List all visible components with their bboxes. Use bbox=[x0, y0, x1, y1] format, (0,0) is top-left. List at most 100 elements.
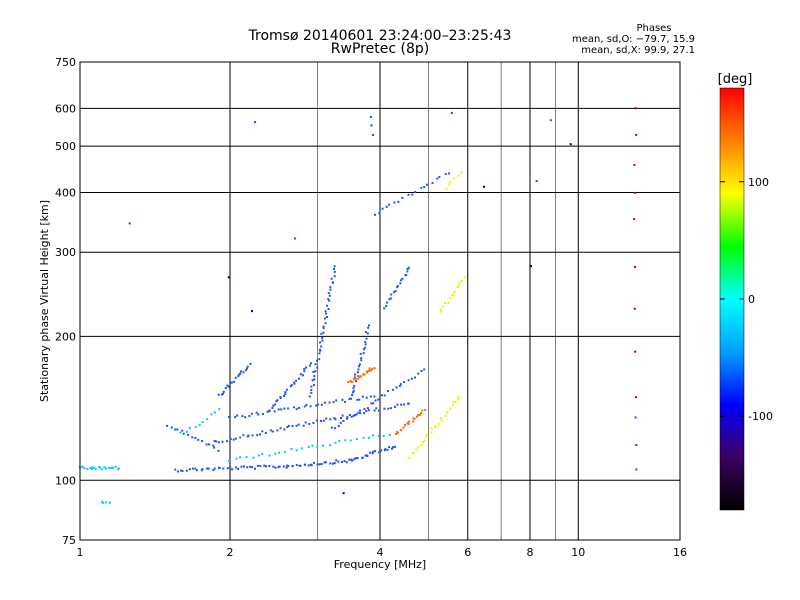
data-point bbox=[273, 410, 276, 413]
data-point bbox=[262, 413, 265, 415]
data-point bbox=[207, 467, 210, 470]
data-point bbox=[210, 413, 213, 416]
data-point bbox=[299, 373, 302, 376]
y-tick-label: 750 bbox=[55, 56, 76, 69]
data-point bbox=[362, 436, 365, 439]
data-point bbox=[304, 421, 307, 424]
data-point bbox=[266, 410, 269, 413]
data-point bbox=[320, 345, 323, 348]
data-point bbox=[94, 468, 97, 471]
data-point bbox=[352, 387, 355, 390]
data-point bbox=[291, 465, 294, 467]
data-point bbox=[308, 364, 311, 367]
data-point bbox=[449, 181, 452, 184]
data-point bbox=[333, 268, 335, 271]
data-point bbox=[439, 310, 442, 313]
data-point bbox=[310, 391, 313, 394]
data-point bbox=[451, 294, 454, 296]
data-point bbox=[101, 500, 104, 503]
data-point bbox=[420, 444, 423, 446]
y-axis-label: Stationary phase Virtual Height [km] bbox=[38, 200, 51, 402]
data-point bbox=[635, 444, 638, 446]
data-point bbox=[245, 456, 248, 459]
data-point bbox=[252, 456, 255, 459]
data-point bbox=[274, 466, 277, 469]
data-point bbox=[447, 301, 450, 304]
data-point bbox=[320, 332, 323, 335]
data-point bbox=[440, 417, 443, 420]
data-point bbox=[371, 452, 374, 455]
data-point bbox=[453, 290, 456, 293]
data-point bbox=[314, 363, 317, 366]
data-point bbox=[363, 346, 366, 349]
data-point bbox=[378, 409, 380, 412]
data-point bbox=[254, 467, 256, 470]
data-point bbox=[316, 359, 318, 362]
x-tick-label: 6 bbox=[464, 546, 471, 559]
data-point bbox=[279, 427, 282, 430]
data-point bbox=[330, 277, 333, 280]
data-point bbox=[227, 415, 230, 418]
data-point bbox=[305, 366, 308, 369]
data-point bbox=[353, 457, 356, 460]
data-point bbox=[373, 367, 376, 370]
data-point bbox=[360, 375, 362, 378]
data-point bbox=[341, 460, 343, 463]
y-tick-label: 100 bbox=[55, 474, 76, 487]
data-point bbox=[415, 448, 418, 451]
data-point bbox=[179, 431, 182, 434]
data-point bbox=[634, 107, 637, 110]
data-point bbox=[375, 407, 378, 410]
data-point bbox=[310, 385, 313, 388]
data-point bbox=[310, 362, 312, 365]
data-point bbox=[326, 304, 328, 307]
data-point bbox=[315, 404, 318, 407]
data-point bbox=[350, 415, 353, 418]
data-point bbox=[421, 409, 424, 412]
data-point bbox=[349, 380, 352, 383]
data-point bbox=[393, 201, 396, 204]
data-point bbox=[397, 200, 400, 203]
data-point bbox=[234, 437, 237, 440]
data-point bbox=[268, 465, 271, 467]
data-point bbox=[236, 414, 239, 417]
data-point bbox=[285, 466, 288, 469]
data-point bbox=[340, 417, 342, 419]
data-point bbox=[301, 447, 304, 450]
data-point bbox=[446, 410, 449, 413]
data-point bbox=[333, 275, 336, 278]
y-tick-label: 600 bbox=[55, 102, 76, 115]
x-tick-label: 16 bbox=[673, 546, 687, 559]
data-point bbox=[271, 406, 274, 409]
data-point bbox=[315, 419, 318, 422]
data-point bbox=[235, 457, 238, 460]
data-point bbox=[311, 379, 314, 382]
data-point bbox=[93, 466, 95, 469]
colorbar-label: [deg] bbox=[718, 72, 753, 87]
data-point bbox=[276, 429, 279, 432]
data-point bbox=[356, 398, 359, 401]
data-point bbox=[248, 415, 251, 417]
data-point bbox=[83, 467, 86, 470]
data-point bbox=[218, 467, 221, 469]
data-point bbox=[420, 370, 423, 372]
data-point bbox=[268, 454, 271, 457]
data-point bbox=[387, 407, 390, 410]
data-point bbox=[430, 427, 433, 430]
data-point bbox=[391, 447, 393, 450]
data-point bbox=[298, 406, 301, 409]
data-point bbox=[423, 439, 426, 442]
data-point bbox=[256, 434, 259, 437]
data-point bbox=[222, 390, 225, 393]
data-point bbox=[105, 501, 108, 504]
data-point bbox=[424, 409, 427, 411]
data-point bbox=[305, 404, 308, 407]
data-point bbox=[383, 394, 386, 397]
data-point bbox=[385, 305, 388, 307]
data-point bbox=[226, 384, 229, 387]
data-point bbox=[195, 469, 198, 472]
data-point bbox=[352, 391, 355, 394]
data-point bbox=[188, 427, 191, 429]
x-tick-label: 10 bbox=[571, 546, 585, 559]
data-point bbox=[373, 409, 376, 412]
